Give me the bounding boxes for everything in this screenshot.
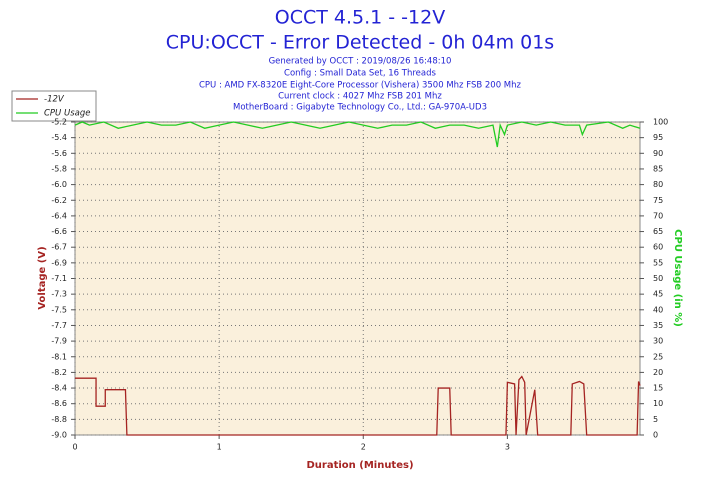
y-tick-label: -6.2 (51, 196, 67, 205)
y-tick-label: -9.0 (51, 431, 67, 440)
y-tick-label: -5.4 (51, 133, 67, 142)
y2-tick-label: 45 (653, 290, 663, 299)
y2-tick-label: 65 (653, 227, 663, 236)
y-tick-label: -5.2 (51, 118, 67, 127)
series-line (74, 121, 641, 148)
y-tick-label: -7.3 (51, 290, 67, 299)
x-tick-label: 0 (72, 443, 77, 452)
y-tick-label: -8.4 (51, 384, 67, 393)
y2-tick-label: 5 (653, 415, 658, 424)
y-tick-label: -8.1 (51, 352, 67, 361)
info-line: CPU : AMD FX-8320E Eight-Core Processor … (199, 81, 522, 91)
y-tick-label: -8.6 (51, 399, 67, 408)
info-line: Config : Small Data Set, 16 Threads (284, 69, 436, 79)
y-tick-label: -6.0 (51, 180, 67, 189)
y-tick-label: -7.7 (51, 321, 67, 330)
y2-tick-label: 70 (653, 211, 663, 220)
x-tick-label: 1 (217, 443, 222, 452)
y2-tick-label: 20 (653, 368, 663, 377)
y-tick-label: -7.1 (51, 274, 67, 283)
y2-tick-label: 40 (653, 305, 663, 314)
chart-title: OCCT 4.5.1 - -12V (275, 7, 445, 29)
y2-tick-label: 90 (653, 149, 663, 158)
y-tick-label: -6.7 (51, 243, 67, 252)
y2-tick-label: 75 (653, 196, 663, 205)
y2-tick-label: 60 (653, 243, 663, 252)
y2-tick-label: 50 (653, 274, 663, 283)
y2-tick-label: 100 (653, 118, 668, 127)
chart-subtitle: CPU:OCCT - Error Detected - 0h 04m 01s (166, 32, 554, 54)
info-line: Current clock : 4027 Mhz FSB 201 Mhz (278, 92, 442, 102)
y2-tick-label: 10 (653, 399, 663, 408)
y2-tick-label: 35 (653, 321, 663, 330)
y-tick-label: -8.8 (51, 415, 67, 424)
y2-axis-title: CPU Usage (in %) (672, 229, 683, 327)
y-axis-title: Voltage (V) (37, 246, 48, 309)
y2-tick-label: 55 (653, 258, 663, 267)
y2-tick-label: 95 (653, 133, 663, 142)
y2-tick-label: 25 (653, 352, 663, 361)
x-axis-title: Duration (Minutes) (306, 460, 413, 471)
y-tick-label: -5.6 (51, 149, 67, 158)
legend-label: -12V (44, 95, 65, 105)
y2-tick-label: 80 (653, 180, 663, 189)
y2-tick-label: 85 (653, 164, 663, 173)
legend (11, 90, 97, 122)
y-tick-label: -8.2 (51, 368, 67, 377)
info-line: Generated by OCCT : 2019/08/26 16:48:10 (269, 57, 452, 67)
legend-label: CPU Usage (44, 109, 90, 119)
y-tick-label: -5.8 (51, 164, 67, 173)
info-line: MotherBoard : Gigabyte Technology Co., L… (233, 103, 487, 113)
y-tick-label: -7.5 (51, 305, 67, 314)
y2-tick-label: 30 (653, 337, 663, 346)
y-tick-label: -6.6 (51, 227, 67, 236)
y2-tick-label: 0 (653, 431, 658, 440)
y-tick-label: -6.4 (51, 211, 67, 220)
y2-tick-label: 15 (653, 384, 663, 393)
x-tick-label: 2 (361, 443, 366, 452)
series-line (75, 375, 641, 436)
y-tick-label: -6.9 (51, 258, 67, 267)
plot-area (74, 121, 641, 436)
x-tick-label: 3 (505, 443, 510, 452)
y-tick-label: -7.9 (51, 337, 67, 346)
